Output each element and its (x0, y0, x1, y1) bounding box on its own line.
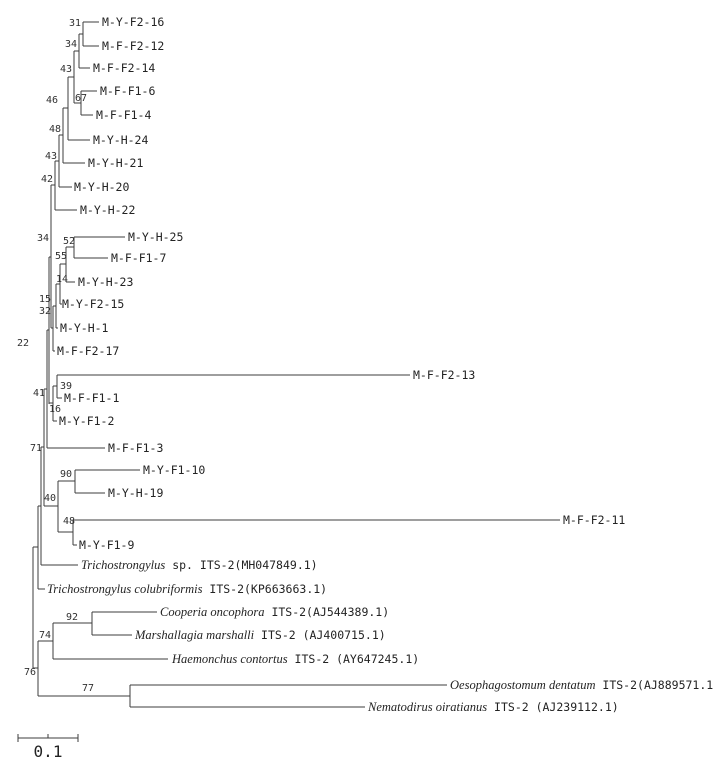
taxon-label: Nematodirus oiratianus ITS-2 (AJ239112.1… (367, 700, 619, 714)
bootstrap-value: 48 (49, 124, 61, 135)
taxon-label: Haemonchus contortus ITS-2 (AY647245.1) (171, 652, 419, 666)
taxon-label: M-F-F1-4 (96, 108, 151, 122)
taxon-label: M-Y-H-22 (80, 203, 135, 217)
bootstrap-value: 43 (45, 151, 57, 162)
bootstrap-value: 52 (63, 236, 75, 247)
taxon-label: M-Y-F1-10 (143, 463, 205, 477)
scale-bar-label: 0.1 (34, 742, 63, 761)
bootstrap-value: 71 (30, 443, 42, 454)
taxon-label: M-Y-H-21 (88, 156, 143, 170)
bootstrap-value: 14 (56, 274, 68, 285)
bootstrap-value: 34 (37, 233, 49, 244)
bootstrap-value: 42 (41, 174, 53, 185)
taxon-label: M-F-F2-13 (413, 368, 475, 382)
bootstrap-value: 31 (69, 18, 81, 29)
taxon-label: M-Y-F2-16 (102, 15, 164, 29)
taxon-label: Oesophagostomum dentatum ITS-2(AJ889571.… (450, 678, 713, 692)
taxon-label: Trichostrongylus colubriformis ITS-2(KP6… (47, 582, 327, 596)
bootstrap-value: 22 (17, 338, 29, 349)
bootstrap-value: 41 (33, 388, 45, 399)
bootstrap-value: 40 (44, 493, 56, 504)
taxon-label: M-Y-H-24 (93, 133, 148, 147)
bootstrap-value: 34 (65, 39, 77, 50)
taxon-label: M-F-F1-3 (108, 441, 163, 455)
taxon-label: M-F-F1-1 (64, 391, 119, 405)
taxon-label: M-F-F2-14 (93, 61, 155, 75)
bootstrap-value: 92 (66, 612, 78, 623)
bootstrap-value: 76 (24, 667, 36, 678)
taxon-label: M-F-F1-6 (100, 84, 155, 98)
bootstrap-value: 16 (49, 404, 61, 415)
bootstrap-value: 43 (60, 64, 72, 75)
taxon-label: M-F-F2-11 (563, 513, 625, 527)
bootstrap-value: 67 (75, 93, 87, 104)
taxon-label: Trichostrongylus sp. ITS-2(MH047849.1) (81, 558, 318, 572)
taxon-label: M-Y-H-23 (78, 275, 133, 289)
bootstrap-value: 46 (46, 95, 58, 106)
bootstrap-value: 74 (39, 630, 51, 641)
bootstrap-value: 39 (60, 381, 72, 392)
bootstrap-value: 15 (39, 294, 51, 305)
taxon-label: M-F-F2-17 (57, 344, 119, 358)
bootstrap-value: 90 (60, 469, 72, 480)
taxon-label: M-Y-F2-15 (62, 297, 124, 311)
bootstrap-value: 55 (55, 251, 67, 262)
bootstrap-value: 77 (82, 683, 94, 694)
taxon-label: M-Y-H-1 (60, 321, 109, 335)
taxon-label: M-Y-H-19 (108, 486, 163, 500)
taxon-label: M-Y-F1-2 (59, 414, 114, 428)
bootstrap-value: 32 (39, 306, 51, 317)
taxon-label: M-Y-H-20 (74, 180, 129, 194)
taxon-label: Cooperia oncophora ITS-2(AJ544389.1) (160, 605, 389, 619)
bootstrap-value: 48 (63, 516, 75, 527)
taxon-label: M-F-F2-12 (102, 39, 164, 53)
taxon-label: M-F-F1-7 (111, 251, 166, 265)
taxon-label: M-Y-F1-9 (79, 538, 134, 552)
taxon-label: Marshallagia marshalli ITS-2 (AJ400715.1… (134, 628, 386, 642)
taxon-label: M-Y-H-25 (128, 230, 183, 244)
